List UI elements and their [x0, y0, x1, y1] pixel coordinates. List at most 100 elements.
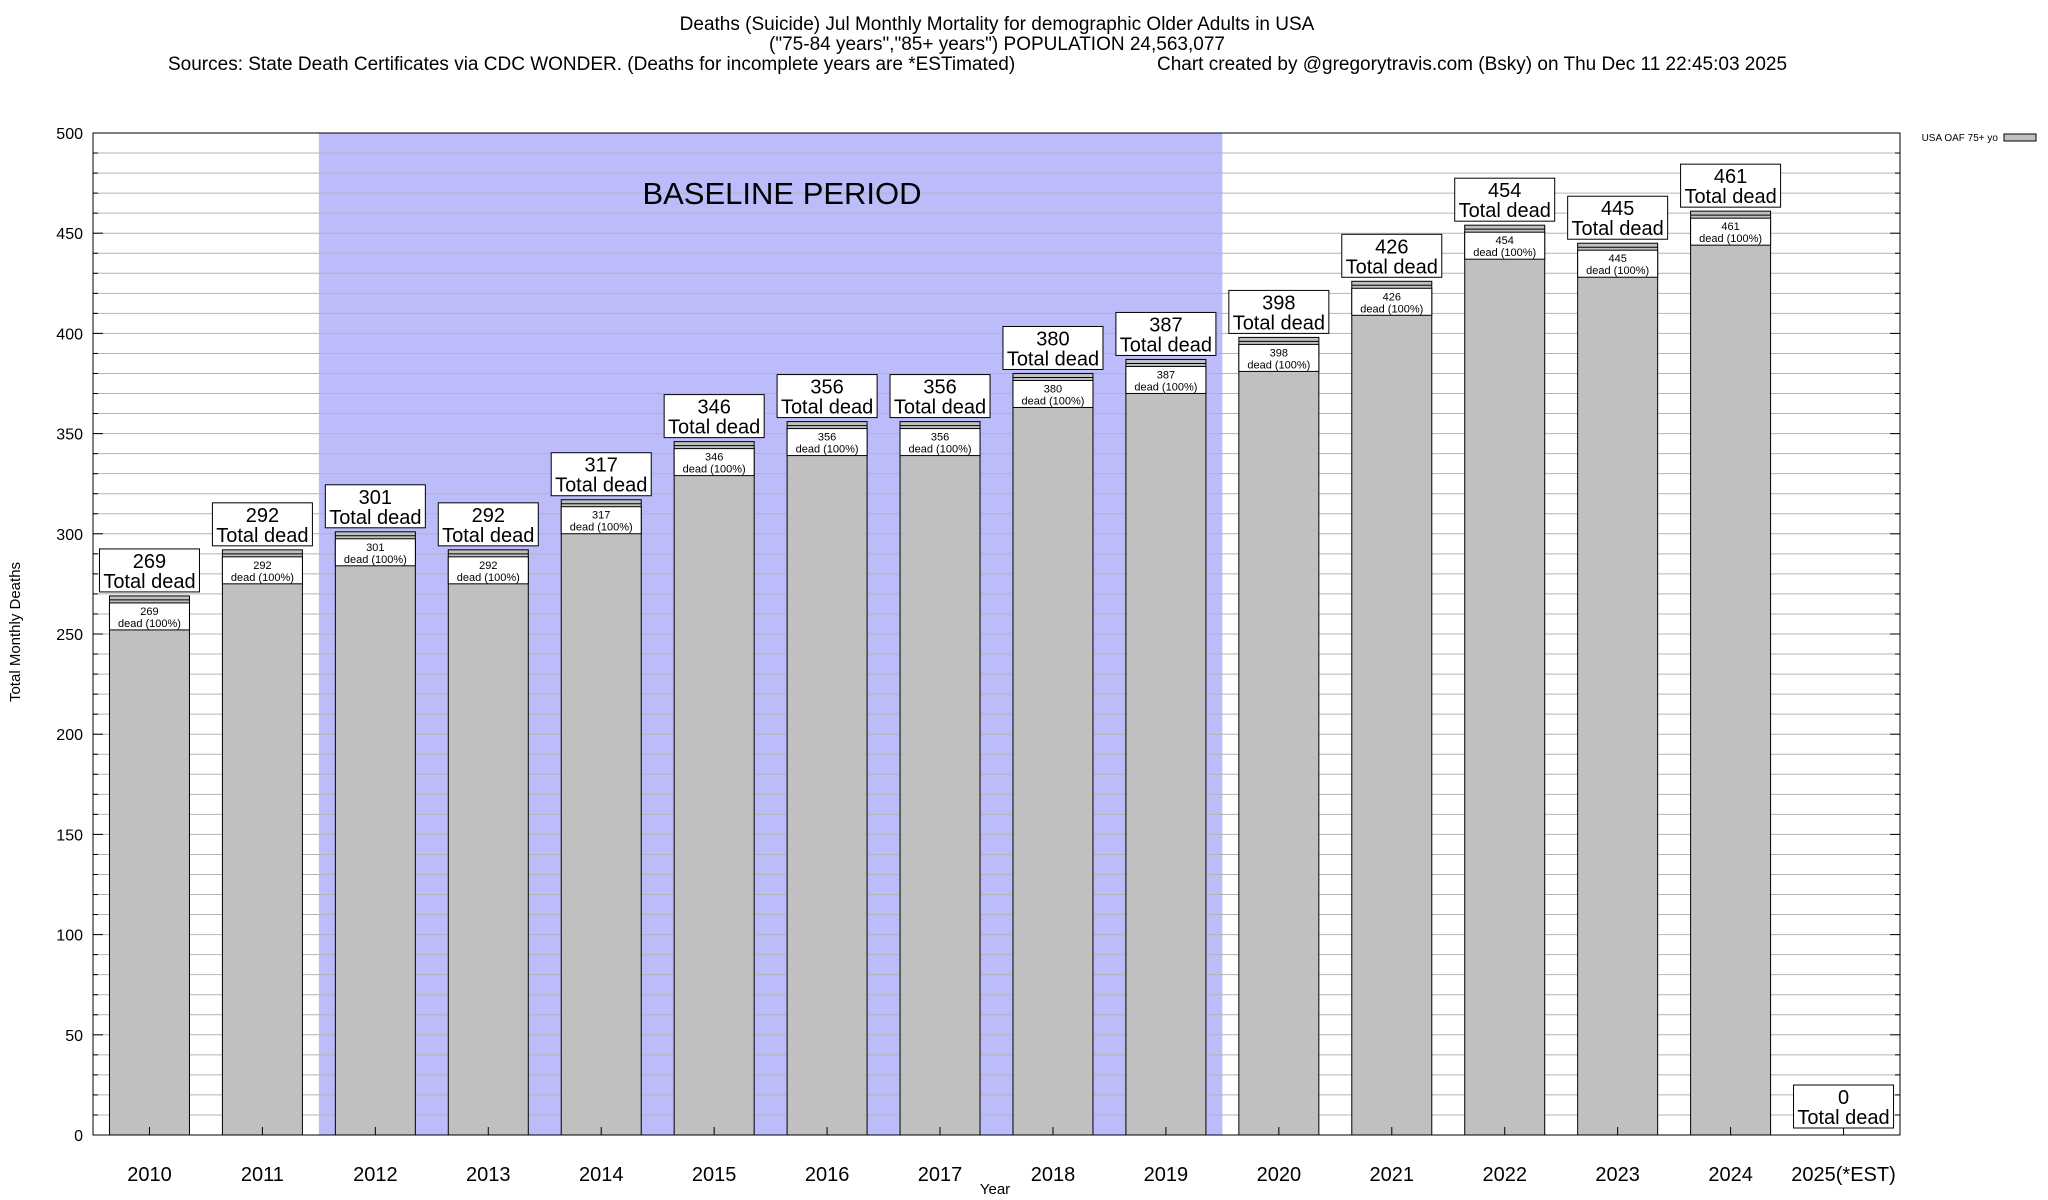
bar-total-value: 356	[810, 377, 843, 399]
bar-total-text: Total dead	[442, 525, 534, 547]
bar-inner-percent: dead (100%)	[1360, 303, 1423, 315]
bar-inner-percent: dead (100%)	[570, 522, 633, 534]
x-tick-label: 2014	[579, 1164, 624, 1186]
bar	[334, 531, 416, 1136]
x-tick-label: 2010	[127, 1164, 172, 1186]
bar-total-text: Total dead	[781, 397, 873, 419]
bar	[673, 441, 755, 1136]
legend-swatch	[2003, 133, 2037, 142]
x-tick-label: 2017	[918, 1164, 963, 1186]
bar-total-value: 426	[1375, 236, 1408, 258]
bar-total-value: 301	[359, 487, 392, 509]
bar-total-label-box	[889, 374, 991, 419]
bar	[1351, 280, 1433, 1136]
bar	[1577, 242, 1659, 1136]
bar-inner-label-box	[1690, 217, 1772, 246]
bar-inner-value: 387	[1157, 369, 1175, 381]
bar-inner-value: 445	[1608, 253, 1626, 265]
bar-inner-value: 301	[366, 542, 384, 554]
legend-label: USA OAF 75+ yo	[1922, 133, 1999, 144]
x-tick-label: 2019	[1144, 1164, 1189, 1186]
bar-total-value: 346	[697, 397, 730, 419]
bar-total-label-box	[324, 484, 426, 529]
x-tick-label: 2023	[1595, 1164, 1640, 1186]
chart-credit: Chart created by @gregorytravis.com (Bsk…	[1157, 54, 1788, 75]
bar-total-label-box	[211, 502, 313, 547]
bar-inner-label-box	[1238, 343, 1320, 372]
bar-total-text: Total dead	[329, 507, 421, 529]
bar-total-text: Total dead	[216, 525, 308, 547]
bar-inner-percent: dead (100%)	[1021, 395, 1084, 407]
bar-total-value: 0	[1838, 1087, 1849, 1109]
bar-total-label-box	[1680, 163, 1782, 208]
x-tick-label: 2025(*EST)	[1791, 1164, 1896, 1186]
bar-inner-percent: dead (100%)	[457, 572, 520, 584]
y-tick-label: 500	[56, 126, 83, 143]
x-tick-label: 2016	[805, 1164, 850, 1186]
bar	[1464, 224, 1546, 1136]
bar	[108, 595, 190, 1136]
bar	[1690, 210, 1772, 1136]
bar-inner-label-box	[1012, 379, 1094, 408]
bar-inner-value: 461	[1721, 221, 1739, 233]
bar-inner-percent: dead (100%)	[1473, 247, 1536, 259]
bar-inner-label-box	[1351, 287, 1433, 316]
bar-total-text: Total dead	[555, 475, 647, 497]
bar	[221, 549, 303, 1136]
y-tick-label: 300	[56, 527, 83, 544]
y-tick-label: 250	[56, 627, 83, 644]
bar-total-label-box	[663, 394, 765, 439]
bar-inner-value: 356	[931, 432, 949, 444]
bar-inner-value: 454	[1496, 235, 1514, 247]
bar-inner-percent: dead (100%)	[1699, 233, 1762, 245]
bar-inner-label-box	[1125, 365, 1207, 394]
y-tick-label: 350	[56, 427, 83, 444]
bar-total-text: Total dead	[1007, 348, 1099, 370]
bar-inner-value: 317	[592, 510, 610, 522]
bar-total-value: 269	[133, 551, 166, 573]
x-tick-label: 2018	[1031, 1164, 1076, 1186]
bar-total-value: 454	[1488, 180, 1521, 202]
bar-total-label-box	[98, 548, 200, 593]
bar-inner-percent: dead (100%)	[909, 444, 972, 456]
bar-inner-percent: dead (100%)	[118, 618, 181, 630]
x-tick-label: 2015	[692, 1164, 737, 1186]
y-axis-label: Total Monthly Deaths	[7, 562, 24, 702]
bar-inner-value: 292	[253, 560, 271, 572]
x-tick-label: 2022	[1482, 1164, 1527, 1186]
bar-inner-label-box	[1464, 231, 1546, 260]
bar-total-text: Total dead	[1233, 312, 1325, 334]
chart-sources: Sources: State Death Certificates via CD…	[168, 54, 1016, 75]
bar-total-value: 380	[1036, 328, 1069, 350]
bar-total-label-box	[1002, 325, 1104, 370]
x-tick-label: 2021	[1370, 1164, 1415, 1186]
y-tick-label: 200	[56, 727, 83, 744]
y-tick-label: 100	[56, 928, 83, 945]
bar-inner-value: 380	[1044, 383, 1062, 395]
bar-total-text: Total dead	[668, 417, 760, 439]
bar-inner-value: 346	[705, 452, 723, 464]
x-tick-label: 2020	[1257, 1164, 1302, 1186]
chart-title-line2: ("75-84 years","85+ years") POPULATION 2…	[769, 34, 1225, 55]
x-tick-label: 2013	[466, 1164, 511, 1186]
bar-total-value: 387	[1149, 314, 1182, 336]
bar-inner-value: 269	[140, 606, 158, 618]
bar	[899, 421, 981, 1136]
bar-total-value: 445	[1601, 198, 1634, 220]
bar-inner-percent: dead (100%)	[344, 554, 407, 566]
bar-total-value: 398	[1262, 292, 1295, 314]
bar-total-value: 317	[585, 455, 618, 477]
bar-inner-percent: dead (100%)	[1134, 381, 1197, 393]
x-tick-label: 2012	[353, 1164, 398, 1186]
bar-total-text: Total dead	[1684, 186, 1776, 208]
bar-inner-percent: dead (100%)	[683, 464, 746, 476]
bar-total-value: 461	[1714, 166, 1747, 188]
bar-total-text: Total dead	[1120, 334, 1212, 356]
bar-total-value: 292	[246, 505, 279, 527]
bar-inner-label-box	[447, 556, 529, 585]
bar-inner-percent: dead (100%)	[231, 572, 294, 584]
bar-total-text: Total dead	[1797, 1107, 1889, 1129]
x-tick-label: 2024	[1708, 1164, 1753, 1186]
bar-inner-percent: dead (100%)	[1247, 359, 1310, 371]
